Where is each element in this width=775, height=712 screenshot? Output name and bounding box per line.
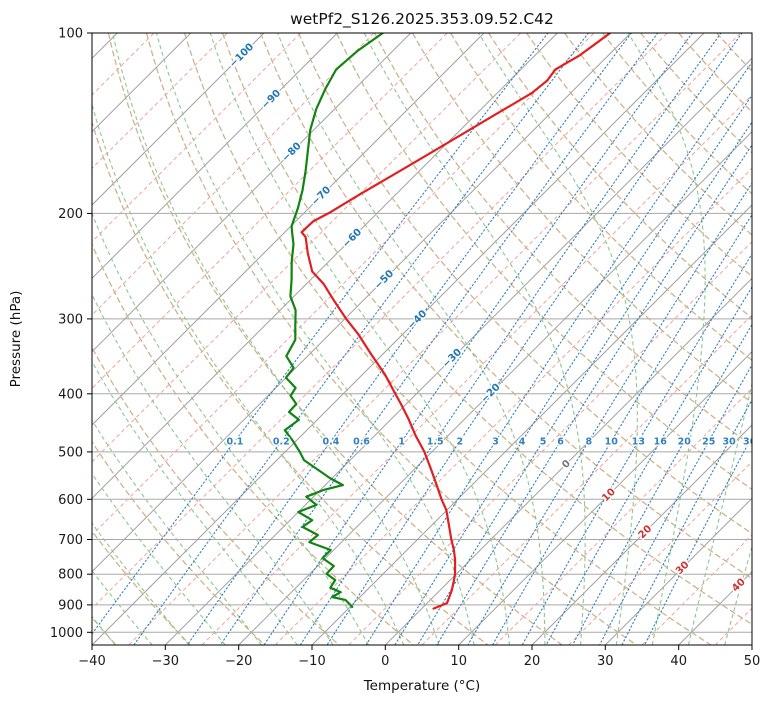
x-tick-label: 10 bbox=[450, 654, 467, 669]
y-tick-label: 900 bbox=[58, 598, 83, 613]
dewpoint-curve bbox=[283, 33, 384, 608]
axes-frame: −40 −30 −20 −10 0 10 20 30 40 5010020030040050060… bbox=[50, 27, 760, 670]
x-tick-label: 50 bbox=[744, 654, 761, 669]
pressure-gridlines bbox=[92, 33, 752, 633]
mixing-ratio-lines bbox=[92, 33, 752, 645]
isotherm-lines bbox=[92, 33, 752, 645]
y-tick-label: 800 bbox=[58, 568, 83, 583]
mixing-ratio-label: 20 bbox=[678, 436, 692, 447]
x-tick-label: 30 bbox=[597, 654, 614, 669]
mixing-ratio-label: 3 bbox=[492, 436, 499, 447]
mixing-ratio-label: 13 bbox=[632, 436, 645, 447]
mixing-ratio-label: 25 bbox=[702, 436, 715, 447]
mixing-ratio-label: 30 bbox=[722, 436, 736, 447]
mixing-ratio-label: 0.6 bbox=[353, 436, 370, 447]
mixing-ratio-label: 10 bbox=[605, 436, 619, 447]
mixing-ratio-label: 2 bbox=[456, 436, 463, 447]
mixing-ratio-label: 16 bbox=[654, 436, 668, 447]
y-tick-label: 100 bbox=[58, 27, 83, 42]
dry-adiabat-lines bbox=[92, 33, 752, 645]
mixing-ratio-label: 5 bbox=[540, 436, 547, 447]
moist-adiabat-lines bbox=[92, 33, 752, 645]
x-tick-label: −30 bbox=[152, 654, 179, 669]
mixing-ratio-label: 0.2 bbox=[273, 436, 290, 447]
minor-isotherm-lines bbox=[92, 33, 752, 645]
x-tick-label: 20 bbox=[524, 654, 541, 669]
y-tick-label: 200 bbox=[58, 207, 83, 222]
x-axis-label: Temperature (°C) bbox=[363, 678, 481, 694]
y-tick-label: 500 bbox=[58, 445, 83, 460]
x-tick-label: 40 bbox=[670, 654, 687, 669]
mixing-ratio-label: 0.1 bbox=[226, 436, 243, 447]
mixing-ratio-labels: 0.1 0.2 0.4 0.6 1 1.5 2 3 4 5 6 8 10 13 16 20 25 30 36 bbox=[225, 435, 757, 449]
mixing-ratio-label: 4 bbox=[519, 436, 526, 447]
isotherm-label: −80 bbox=[280, 141, 304, 165]
chart-title: wetPf2_S126.2025.353.09.52.C42 bbox=[290, 10, 554, 29]
mixing-ratio-label: 1 bbox=[398, 436, 405, 447]
x-tick-label: −40 bbox=[78, 654, 105, 669]
y-tick-label: 700 bbox=[58, 533, 83, 548]
y-tick-label: 1000 bbox=[50, 626, 83, 641]
chart-layers: −100−90−80−70−60−50−40−30−200102030400.1… bbox=[50, 27, 760, 670]
y-tick-label: 400 bbox=[58, 387, 83, 402]
mixing-ratio-label: 6 bbox=[557, 436, 564, 447]
sounding-profiles bbox=[283, 33, 612, 610]
y-axis-label: Pressure (hPa) bbox=[8, 291, 24, 388]
y-tick-label: 300 bbox=[58, 312, 83, 327]
y-tick-label: 600 bbox=[58, 493, 83, 508]
mixing-ratio-label: 8 bbox=[585, 436, 592, 447]
mixing-ratio-label: 0.4 bbox=[322, 436, 339, 447]
mixing-ratio-label: 36 bbox=[743, 436, 757, 447]
x-tick-label: 0 bbox=[381, 654, 389, 669]
x-tick-label: −10 bbox=[298, 654, 325, 669]
x-tick-label: −20 bbox=[225, 654, 252, 669]
temperature-curve bbox=[300, 33, 612, 610]
mixing-ratio-label: 1.5 bbox=[427, 436, 444, 447]
isotherm-label: −100 bbox=[228, 41, 256, 69]
isotherm-label: −90 bbox=[260, 88, 284, 112]
